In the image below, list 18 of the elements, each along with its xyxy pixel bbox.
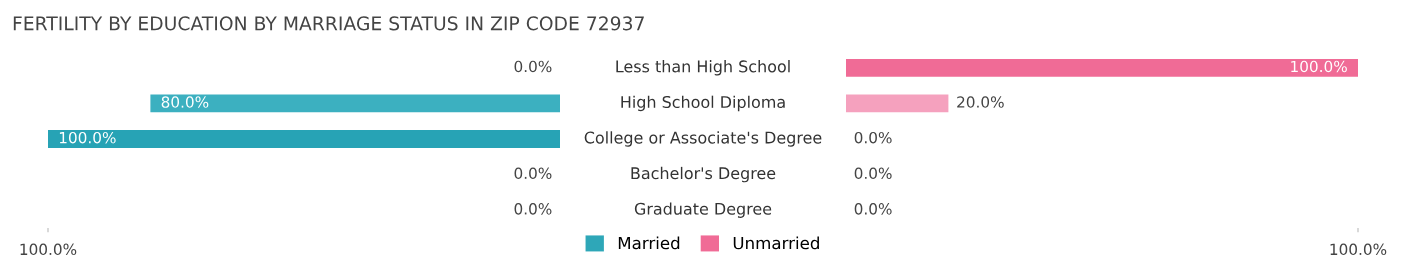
chart-title: FERTILITY BY EDUCATION BY MARRIAGE STATUS IN ZIP CODE 72937 bbox=[13, 16, 644, 31]
data-label: 100.0% bbox=[1291, 60, 1347, 73]
data-label: 100.0% bbox=[59, 131, 116, 144]
y-tick-label: Bachelor's Degree bbox=[631, 166, 776, 183]
data-label: 0.0% bbox=[514, 167, 552, 180]
y-tick-label: College or Associate's Degree bbox=[584, 131, 822, 147]
legend-label: Married bbox=[618, 236, 680, 250]
data-label: 0.0% bbox=[854, 203, 892, 215]
y-tick-label: Less than High School bbox=[616, 60, 790, 76]
data-label: 20.0% bbox=[957, 96, 1004, 108]
data-label: 0.0% bbox=[514, 203, 552, 215]
data-label: 80.0% bbox=[161, 96, 209, 108]
data-label: 0.0% bbox=[854, 131, 892, 144]
legend-label: Unmarried bbox=[733, 236, 819, 250]
data-label: 0.0% bbox=[854, 167, 892, 180]
data-label: 0.0% bbox=[514, 60, 552, 73]
y-tick-label: Graduate Degree bbox=[634, 202, 772, 218]
y-tick-label: High School Diploma bbox=[621, 95, 785, 112]
